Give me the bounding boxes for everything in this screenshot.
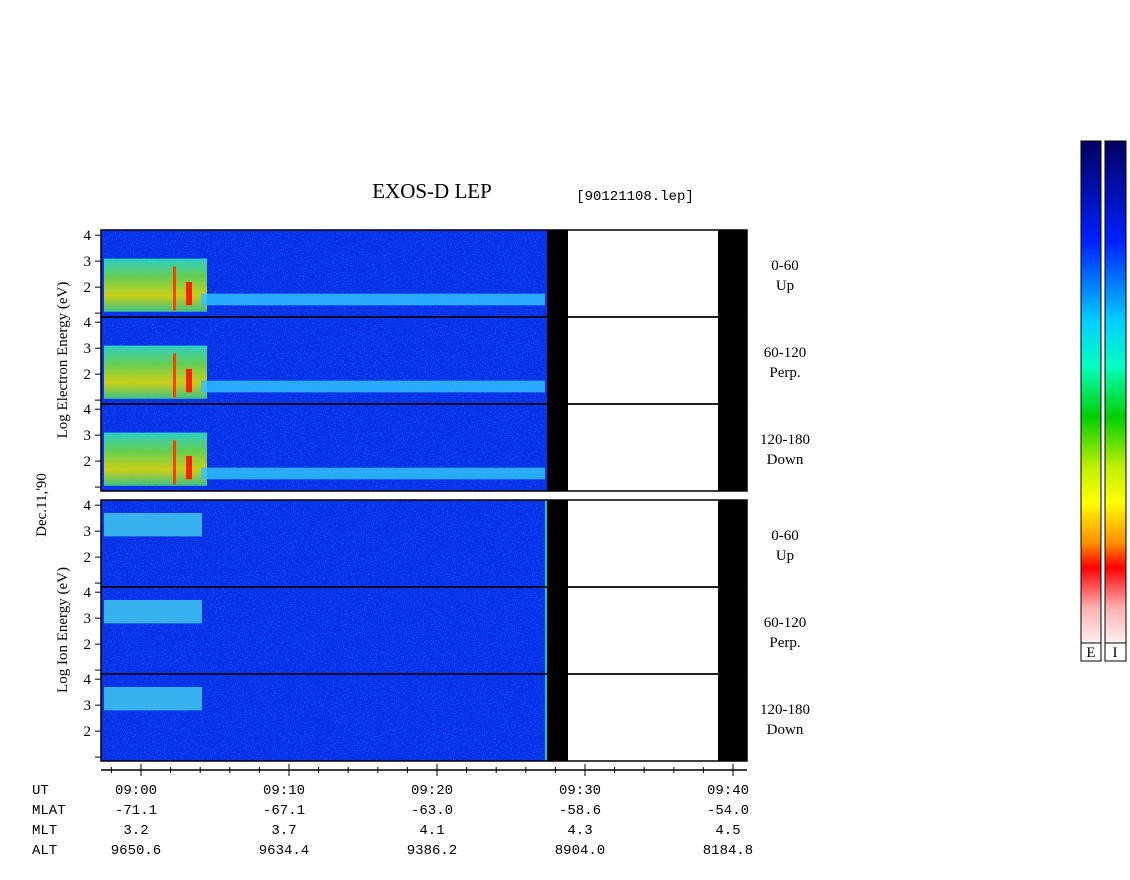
electron-band xyxy=(201,293,545,306)
y-axis-label: Log Electron Energy (eV) xyxy=(55,282,71,439)
row-value: 8904.0 xyxy=(555,843,605,859)
panel-frame xyxy=(100,403,748,492)
gap xyxy=(547,230,568,317)
colorbar xyxy=(1104,140,1127,644)
ion-enhancement xyxy=(104,686,202,711)
gap xyxy=(718,230,747,317)
ion-enhancement xyxy=(104,599,202,624)
row-value: -71.1 xyxy=(115,803,157,819)
y-tick-label: 3 xyxy=(84,254,92,270)
ion-edge xyxy=(545,500,548,587)
row-value: -54.0 xyxy=(707,803,749,819)
y-tick-label: 3 xyxy=(84,698,92,714)
row-name: MLAT xyxy=(32,803,66,819)
direction-label: Up xyxy=(776,278,794,294)
y-tick-label: 2 xyxy=(84,280,92,296)
gap xyxy=(718,500,747,587)
y-tick-label: 4 xyxy=(84,498,92,514)
file-name: [90121108.lep] xyxy=(576,189,694,205)
y-tick-label: 3 xyxy=(84,611,92,627)
direction-label: Perp. xyxy=(769,365,800,381)
row-value: 3.7 xyxy=(271,823,296,839)
pitch-label: 120-180 xyxy=(760,702,810,718)
y-tick-label: 4 xyxy=(84,672,92,688)
colorbar-label-box xyxy=(1104,642,1127,662)
colorbar xyxy=(1080,140,1102,644)
gap xyxy=(547,317,568,404)
gap xyxy=(718,587,747,674)
row-name: UT xyxy=(32,783,49,799)
y-tick-label: 4 xyxy=(84,315,92,331)
row-value: 4.1 xyxy=(419,823,444,839)
electron-spike xyxy=(186,455,192,480)
row-value: 9634.4 xyxy=(259,843,309,859)
row-value: 09:00 xyxy=(115,783,157,799)
panel-frame xyxy=(100,673,748,762)
y-axis-label: Log Ion Energy (eV) xyxy=(55,567,71,693)
electron-spike xyxy=(173,266,176,311)
row-name: MLT xyxy=(32,823,57,839)
pitch-label: 0-60 xyxy=(771,528,799,544)
ion-enhancement xyxy=(104,512,202,537)
gap xyxy=(718,404,747,491)
colorbar-label-box xyxy=(1080,642,1102,662)
gap xyxy=(547,587,568,674)
y-tick-label: 3 xyxy=(84,428,92,444)
electron-spike xyxy=(173,353,176,398)
row-value: 4.5 xyxy=(715,823,740,839)
direction-label: Down xyxy=(767,722,804,738)
row-value: 3.2 xyxy=(123,823,148,839)
y-tick-label: 3 xyxy=(84,524,92,540)
electron-spike xyxy=(186,281,192,306)
row-value: -58.6 xyxy=(559,803,601,819)
row-name: ALT xyxy=(32,843,57,859)
ion-edge xyxy=(545,587,548,674)
row-value: 09:20 xyxy=(411,783,453,799)
row-value: 9386.2 xyxy=(407,843,457,859)
electron-band xyxy=(201,467,545,480)
gap xyxy=(547,404,568,491)
y-tick-label: 2 xyxy=(84,637,92,653)
electron-band xyxy=(201,380,545,393)
date-label: Dec.11,'90 xyxy=(34,473,50,537)
pitch-label: 120-180 xyxy=(760,432,810,448)
row-value: 09:40 xyxy=(707,783,749,799)
ion-edge xyxy=(545,674,548,761)
row-value: 09:30 xyxy=(559,783,601,799)
pitch-label: 60-120 xyxy=(764,345,807,361)
colorbar-label: I xyxy=(1113,645,1118,661)
electron-spike xyxy=(173,440,176,485)
direction-label: Up xyxy=(776,548,794,564)
direction-label: Down xyxy=(767,452,804,468)
y-tick-label: 4 xyxy=(84,585,92,601)
pitch-label: 60-120 xyxy=(764,615,807,631)
gap xyxy=(547,500,568,587)
colorbar-label: E xyxy=(1086,645,1095,661)
title: EXOS-D LEP xyxy=(372,179,492,203)
row-value: 8184.8 xyxy=(703,843,753,859)
row-value: 4.3 xyxy=(567,823,592,839)
gap xyxy=(547,674,568,761)
row-value: 09:10 xyxy=(263,783,305,799)
electron-spike xyxy=(186,368,192,393)
gap xyxy=(718,317,747,404)
y-tick-label: 2 xyxy=(84,724,92,740)
row-value: 9650.6 xyxy=(111,843,161,859)
direction-label: Perp. xyxy=(769,635,800,651)
y-tick-label: 2 xyxy=(84,550,92,566)
pitch-label: 0-60 xyxy=(771,258,799,274)
y-tick-label: 2 xyxy=(84,454,92,470)
y-tick-label: 2 xyxy=(84,367,92,383)
y-tick-label: 4 xyxy=(84,228,92,244)
y-tick-label: 4 xyxy=(84,402,92,418)
y-tick-label: 3 xyxy=(84,341,92,357)
row-value: -63.0 xyxy=(411,803,453,819)
row-value: -67.1 xyxy=(263,803,305,819)
gap xyxy=(718,674,747,761)
